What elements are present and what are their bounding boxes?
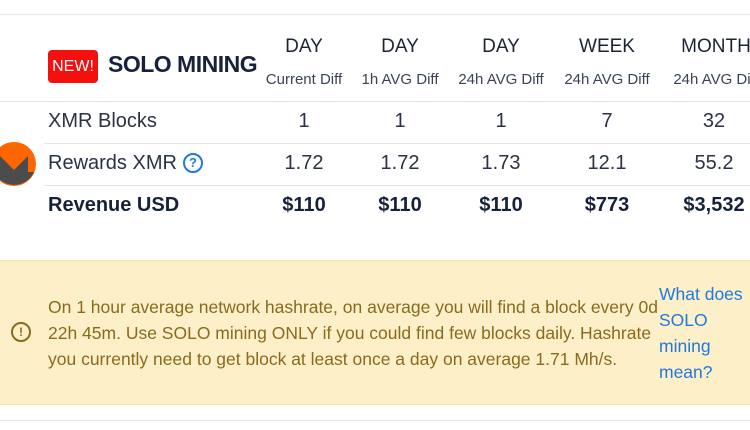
exclamation-circle-icon: ! xyxy=(11,322,31,342)
column-basis: 1h AVG Diff xyxy=(361,71,439,88)
table-cell: $110 xyxy=(378,194,422,216)
top-divider xyxy=(0,14,750,15)
row-divider xyxy=(44,185,750,186)
table-cell: $110 xyxy=(282,194,326,216)
table-cell: $110 xyxy=(479,194,523,216)
what-is-solo-mining-link[interactable]: What does SOLO mining mean? xyxy=(659,284,743,382)
table-cell: 32 xyxy=(702,110,726,132)
column-period: MONTH xyxy=(681,36,750,57)
column-period: DAY xyxy=(381,36,419,57)
column-basis: Current Diff xyxy=(265,71,343,88)
table-cell: 1 xyxy=(495,110,507,132)
table-cell: $773 xyxy=(584,194,630,216)
solo-mining-alert: ! On 1 hour average network hashrate, on… xyxy=(0,260,750,405)
table-cell: 12.1 xyxy=(587,152,627,174)
table-cell: 55.2 xyxy=(694,152,734,174)
new-badge: NEW! xyxy=(48,50,98,83)
table-cell: 1 xyxy=(298,110,310,132)
row-label: Revenue USD xyxy=(48,194,180,216)
column-basis: 24h AVG Diff xyxy=(673,71,750,88)
column-period: WEEK xyxy=(579,36,635,57)
column-period: DAY xyxy=(482,36,520,57)
column-basis: 24h AVG Diff xyxy=(564,71,650,88)
column-period: DAY xyxy=(285,36,323,57)
table-cell: 1 xyxy=(394,110,406,132)
question-circle-icon[interactable]: ? xyxy=(182,153,203,173)
table-cell: 1.72 xyxy=(380,152,420,174)
bottom-divider xyxy=(0,420,750,421)
row-label: XMR Blocks xyxy=(48,110,157,132)
column-basis: 24h AVG Diff xyxy=(458,71,544,88)
row-divider xyxy=(0,101,750,102)
table-cell: $3,532 xyxy=(683,194,745,216)
monero-logo-icon xyxy=(0,142,36,186)
page-title: SOLO MINING xyxy=(108,51,258,77)
row-divider xyxy=(44,143,750,144)
alert-text: On 1 hour average network hashrate, on a… xyxy=(48,297,658,369)
table-cell: 7 xyxy=(601,110,613,132)
row-label-rewards: Rewards XMR? xyxy=(48,152,203,175)
table-cell: 1.72 xyxy=(284,152,324,174)
table-cell: 1.73 xyxy=(481,152,521,174)
row-label: Rewards XMR xyxy=(48,152,177,174)
